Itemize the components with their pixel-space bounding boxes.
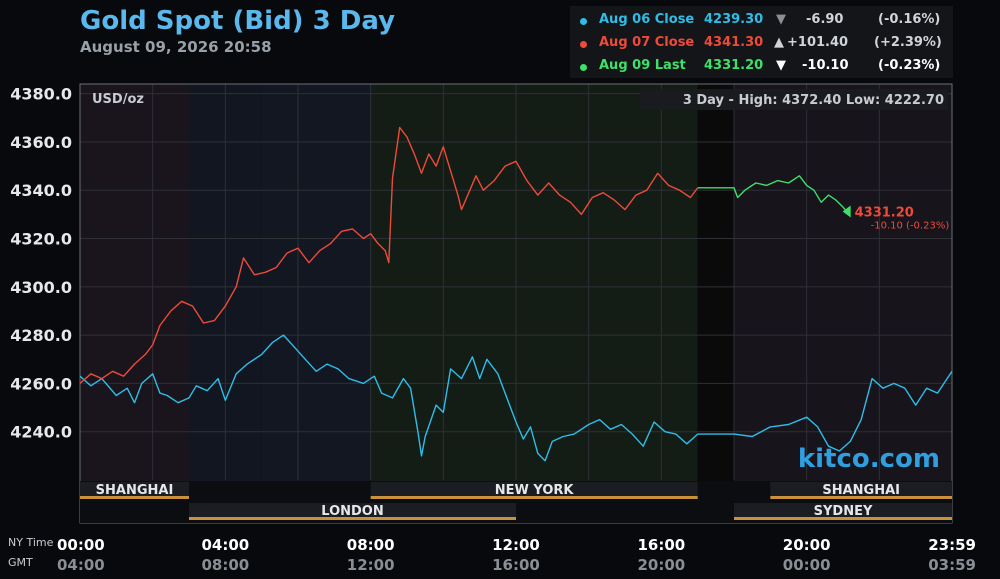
legend-pct-aug09: (-0.23%) <box>878 58 941 73</box>
legend-dot-aug06 <box>580 18 587 25</box>
chart-timestamp: August 09, 2026 20:58 <box>80 38 272 56</box>
gmt-tick-label: 08:00 <box>201 556 249 574</box>
ny-tick-label: 23:59 <box>928 536 976 554</box>
gmt-tick-label: 20:00 <box>637 556 685 574</box>
legend-label-aug09: Aug 09 Last <box>599 58 686 73</box>
legend-pct-aug07: (+2.39%) <box>874 35 942 50</box>
legend-label-aug06: Aug 06 Close <box>599 12 695 27</box>
y-tick-label: 4320.0 <box>10 230 72 249</box>
ny-tick-label: 08:00 <box>347 536 395 554</box>
y-tick-label: 4280.0 <box>10 326 72 345</box>
gmt-tick-label: 03:59 <box>928 556 976 574</box>
legend-dot-aug07 <box>580 41 587 48</box>
session-band-4 <box>697 84 734 523</box>
legend-price-aug06: 4239.30 <box>704 12 764 27</box>
session-band-0 <box>80 84 189 523</box>
unit-label: USD/oz <box>92 92 144 107</box>
y-tick-label: 4240.0 <box>10 423 72 442</box>
series-line-aug-09-last <box>697 175 848 212</box>
market-session-bars: SHANGHAI NEW YORK SHANGHAI LONDON SYDNEY <box>80 481 952 523</box>
session-band-5 <box>734 84 952 523</box>
session-band-3 <box>370 84 698 523</box>
legend-change-aug07: +101.40 <box>787 35 849 50</box>
session-bar-line-3 <box>189 517 516 520</box>
range-box <box>640 89 948 110</box>
session-label-shanghai: SHANGHAI <box>822 483 900 498</box>
price-series <box>79 126 953 462</box>
legend-price-aug09: 4331.20 <box>704 58 764 73</box>
legend-label-aug07: Aug 07 Close <box>599 35 695 50</box>
session-label-new-york: NEW YORK <box>495 483 575 498</box>
session-band-2 <box>261 84 371 523</box>
legend-pct-aug06: (-0.16%) <box>878 12 941 27</box>
series-line-aug-06-close <box>79 334 953 462</box>
session-bar-line-1 <box>370 496 698 499</box>
legend-change-aug06: -6.90 <box>806 12 844 27</box>
session-label-sydney: SYDNEY <box>814 504 873 519</box>
y-tick-label: 4260.0 <box>10 374 72 393</box>
legend-arrow-down-icon: ▼ <box>776 12 786 27</box>
chart-title: Gold Spot (Bid) 3 Day <box>80 6 396 36</box>
time-axis: NY Time GMT 00:00 04:00 04:00 08:00 08:00 12:00… <box>8 536 976 574</box>
session-bar-line-4 <box>734 517 952 520</box>
y-tick-label: 4380.0 <box>10 85 72 104</box>
legend-arrow-up-icon: ▲ <box>774 35 784 50</box>
legend-price-aug07: 4341.30 <box>704 35 764 50</box>
session-bar-0 <box>80 482 189 498</box>
legend-change-aug09: -10.10 <box>802 58 849 73</box>
ny-tick-label: 16:00 <box>637 536 685 554</box>
session-label-london: LONDON <box>321 504 383 519</box>
last-price-marker: 4331.20 -10.10 (-0.23%) <box>842 205 950 231</box>
price-legend: Aug 06 Close 4239.30 ▼ -6.90 (-0.16%) Au… <box>570 6 953 78</box>
gmt-label: GMT <box>8 556 33 569</box>
session-bar-1 <box>370 482 698 498</box>
session-bar-line-2 <box>770 496 952 499</box>
last-price-arrow-icon <box>842 205 851 218</box>
last-price-label: 4331.20 <box>855 205 914 220</box>
session-bar-line-0 <box>80 496 189 499</box>
range-label: 3 Day - High: 4372.40 Low: 4222.70 <box>683 93 944 108</box>
y-tick-label: 4360.0 <box>10 133 72 152</box>
last-change-label: -10.10 (-0.23%) <box>871 220 950 231</box>
ny-tick-label: 04:00 <box>201 536 249 554</box>
ny-tick-label: 20:00 <box>783 536 831 554</box>
series-line-aug-07-close <box>79 126 699 384</box>
kitco-watermark: kitco.com <box>798 444 940 474</box>
legend-dot-aug09 <box>580 64 587 71</box>
session-label-shanghai: SHANGHAI <box>96 483 174 498</box>
legend-arrow-down-icon: ▼ <box>776 58 786 73</box>
session-bar-4 <box>734 503 952 519</box>
ny-time-label: NY Time <box>8 536 54 549</box>
session-background-bands <box>80 84 952 523</box>
session-bar-2 <box>770 482 952 498</box>
gmt-tick-label: 16:00 <box>492 556 540 574</box>
gmt-tick-label: 00:00 <box>783 556 831 574</box>
ny-tick-label: 00:00 <box>57 536 105 554</box>
gmt-tick-label: 04:00 <box>57 556 105 574</box>
y-tick-label: 4300.0 <box>10 278 72 297</box>
ny-tick-label: 12:00 <box>492 536 540 554</box>
gmt-tick-label: 12:00 <box>347 556 395 574</box>
session-bar-3 <box>189 503 516 519</box>
y-axis: 4240.0 4260.0 4280.0 4300.0 4320.0 4340.0 4360… <box>10 85 72 442</box>
y-tick-label: 4340.0 <box>10 181 72 200</box>
